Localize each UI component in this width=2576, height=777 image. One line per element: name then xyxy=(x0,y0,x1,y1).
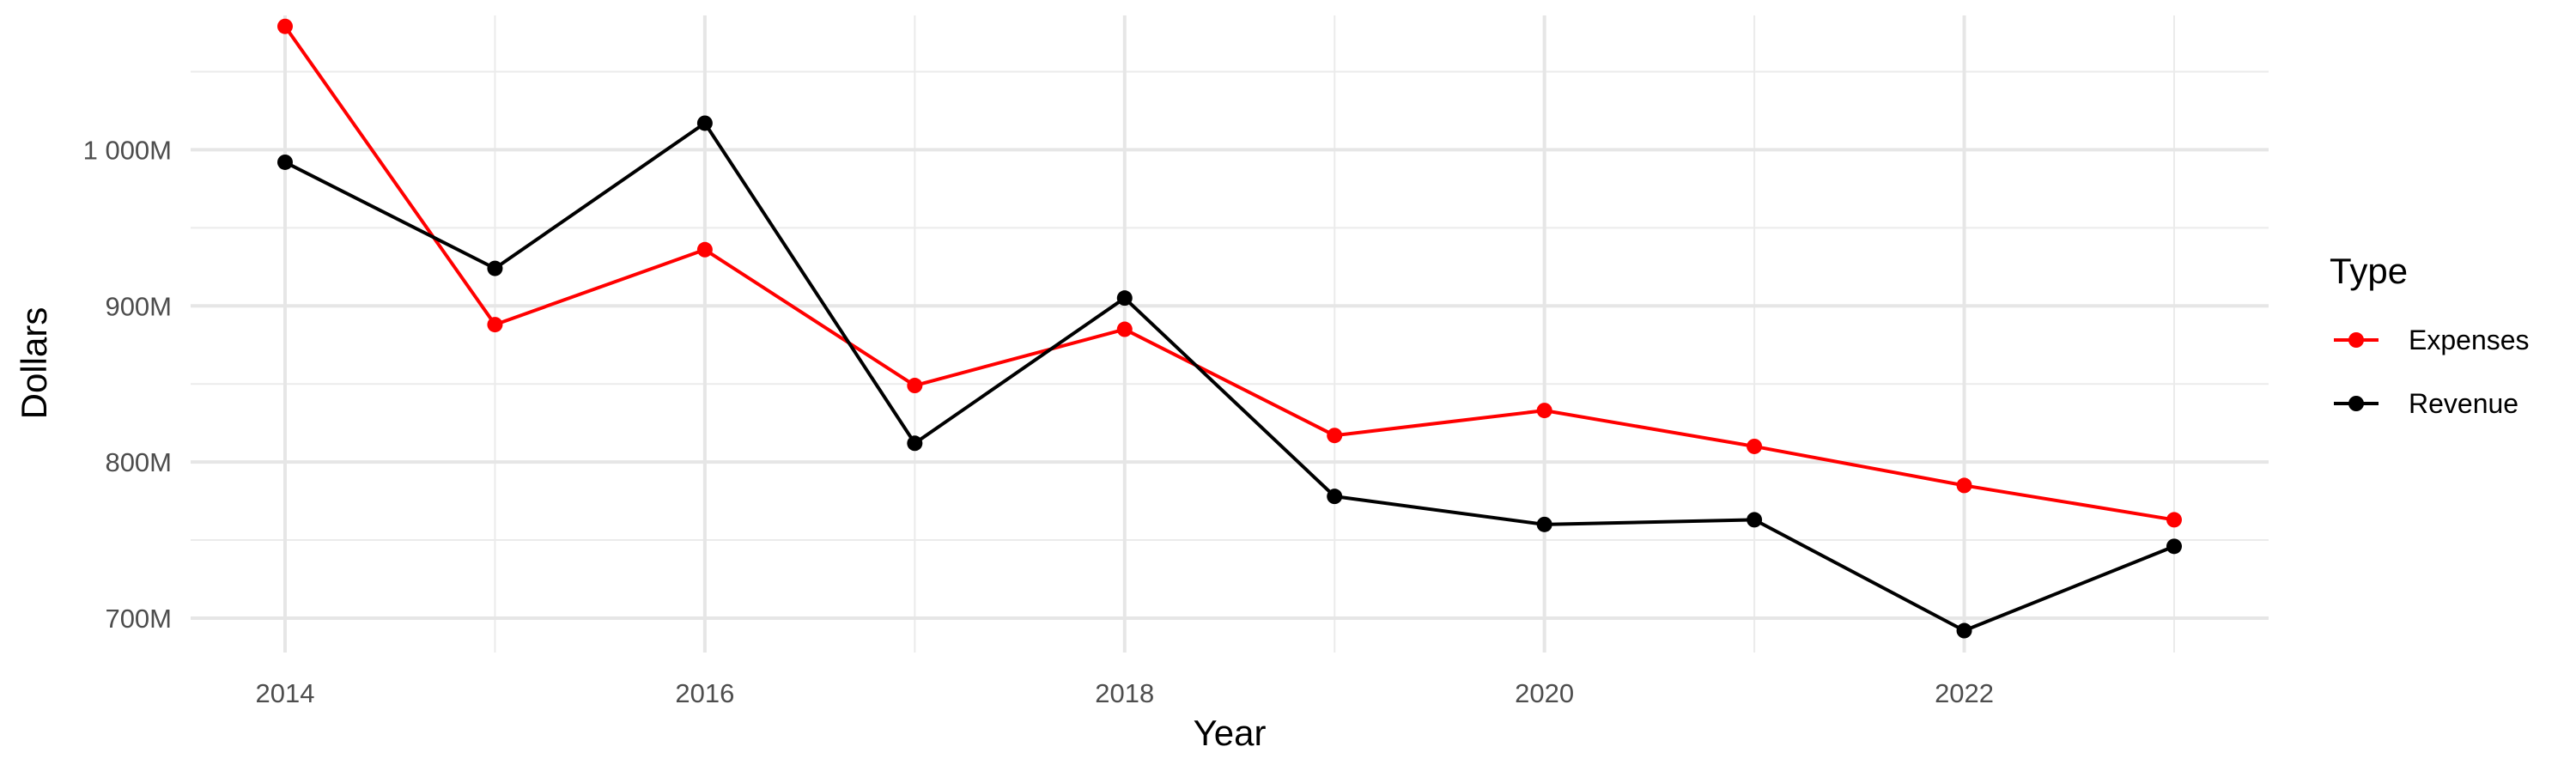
x-axis-title: Year xyxy=(1194,713,1267,753)
data-point-revenue xyxy=(2166,538,2182,555)
data-point-expenses xyxy=(1116,321,1133,337)
data-point-expenses xyxy=(907,378,923,394)
data-point-expenses xyxy=(1536,403,1552,419)
series-expenses xyxy=(277,18,2182,528)
legend-items: Expenses Revenue xyxy=(2334,325,2530,419)
series-revenue xyxy=(277,115,2182,639)
x-tick-label: 2020 xyxy=(1515,678,1574,708)
data-point-revenue xyxy=(1536,516,1552,532)
x-tick-label: 2018 xyxy=(1095,678,1154,708)
x-tick-label: 2014 xyxy=(256,678,315,708)
grid xyxy=(191,15,2269,653)
legend-key-point xyxy=(2348,396,2364,411)
data-point-expenses xyxy=(1327,428,1343,444)
series-line-expenses xyxy=(283,25,2175,522)
series-line-revenue xyxy=(284,121,2175,633)
y-tick-label: 700M xyxy=(105,604,172,634)
legend-key-point xyxy=(2348,332,2364,348)
legend-label: Expenses xyxy=(2409,325,2530,355)
legend-item-expenses: Expenses xyxy=(2334,325,2530,355)
data-point-revenue xyxy=(277,154,293,170)
data-point-revenue xyxy=(1327,489,1343,505)
legend-title: Type xyxy=(2330,251,2408,291)
x-tick-label: 2022 xyxy=(1935,678,1994,708)
data-point-revenue xyxy=(1747,512,1763,528)
legend: Type Expenses Revenue xyxy=(2330,251,2530,419)
y-tick-label: 800M xyxy=(105,447,172,477)
data-point-revenue xyxy=(487,260,503,276)
data-point-expenses xyxy=(1747,438,1763,454)
data-point-revenue xyxy=(1956,622,1972,639)
y-axis-title: Dollars xyxy=(14,307,54,420)
x-axis-ticks: 2014 2016 2018 2020 2022 xyxy=(256,678,1995,708)
data-point-revenue xyxy=(907,435,923,452)
series xyxy=(277,18,2182,639)
legend-label: Revenue xyxy=(2409,388,2518,419)
data-point-expenses xyxy=(487,317,503,333)
data-point-revenue xyxy=(696,115,713,131)
data-point-expenses xyxy=(1956,477,1972,494)
x-tick-label: 2016 xyxy=(675,678,734,708)
data-point-revenue xyxy=(1116,290,1133,307)
y-tick-label: 900M xyxy=(105,291,172,321)
y-tick-label: 1 000M xyxy=(83,135,172,165)
legend-item-revenue: Revenue xyxy=(2334,388,2518,419)
y-axis-ticks: 700M 800M 900M 1 000M xyxy=(83,135,172,634)
data-point-expenses xyxy=(277,18,293,34)
data-point-expenses xyxy=(696,241,713,258)
data-point-expenses xyxy=(2166,512,2182,528)
